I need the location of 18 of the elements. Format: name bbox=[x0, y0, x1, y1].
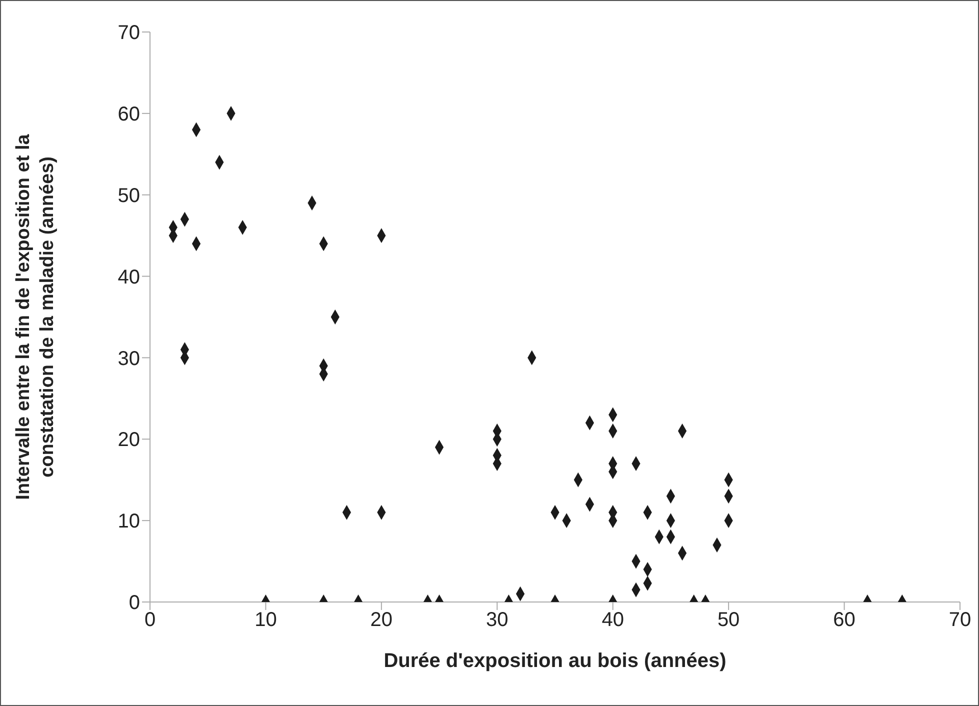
x-tick-label: 10 bbox=[254, 609, 277, 632]
y-tick-label: 50 bbox=[118, 184, 140, 207]
x-tick-label: 40 bbox=[602, 609, 624, 632]
x-tick-label: 0 bbox=[144, 609, 156, 632]
x-tick-label: 30 bbox=[486, 609, 508, 632]
x-tick-label: 20 bbox=[370, 609, 393, 632]
y-tick-label: 30 bbox=[118, 348, 140, 370]
y-tick-label: 10 bbox=[118, 510, 140, 533]
y-axis-title: Intervalle entre la fin de l'exposition et la constatation de la maladie (années) bbox=[13, 134, 58, 500]
y-tick-label: 0 bbox=[128, 592, 140, 614]
y-tick-label: 70 bbox=[118, 22, 140, 44]
x-tick-label: 60 bbox=[833, 609, 856, 632]
x-axis-title: Durée d'exposition au bois (années) bbox=[384, 650, 726, 672]
y-tick-label: 40 bbox=[118, 266, 140, 288]
y-tick-label: 20 bbox=[118, 429, 140, 452]
x-tick-label: 50 bbox=[717, 609, 740, 632]
y-tick-label: 60 bbox=[118, 104, 140, 126]
x-tick-label: 70 bbox=[948, 609, 972, 632]
